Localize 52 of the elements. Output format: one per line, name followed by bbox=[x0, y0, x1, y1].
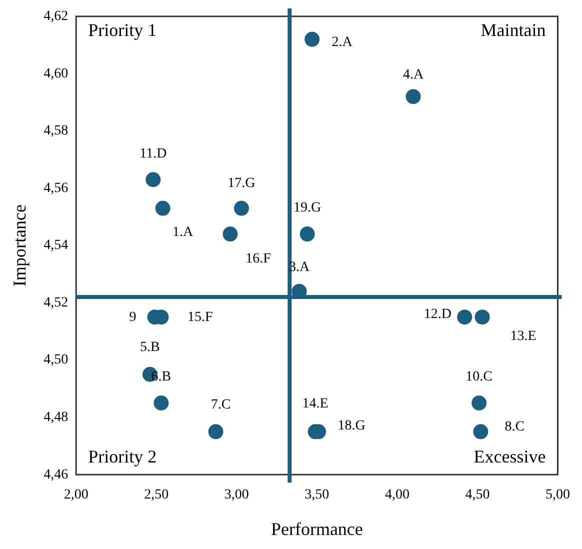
annotation: 16.F bbox=[246, 252, 272, 267]
annotation: 18.G bbox=[338, 418, 366, 434]
annotation: 13.E bbox=[510, 328, 536, 344]
annotation: 1.A bbox=[172, 224, 194, 240]
point bbox=[208, 424, 224, 440]
x-tick-label: 4,50 bbox=[465, 488, 490, 503]
y-tick-label: 4,48 bbox=[44, 410, 68, 425]
point bbox=[457, 310, 472, 325]
annotation: Maintain bbox=[480, 20, 546, 40]
annotation: 4.A bbox=[402, 67, 424, 82]
y-tick-label: 4,46 bbox=[44, 467, 68, 482]
x-axis-title: Performance bbox=[270, 518, 363, 539]
x-tick-label: 2,50 bbox=[144, 488, 169, 503]
annotation: 8.C bbox=[504, 419, 525, 434]
point bbox=[472, 396, 487, 411]
point bbox=[473, 424, 488, 440]
point bbox=[474, 310, 490, 325]
annotation: 11.D bbox=[140, 146, 167, 162]
annotation: 19.G bbox=[293, 200, 322, 216]
x-tick-label: 4,00 bbox=[384, 488, 410, 503]
point bbox=[146, 172, 161, 188]
y-tick-label: 4,54 bbox=[44, 238, 68, 254]
annotation: 10.C bbox=[466, 370, 492, 385]
x-tick-label: 3,00 bbox=[224, 488, 249, 503]
annotation: 2.A bbox=[332, 34, 354, 50]
annotation: 14.E bbox=[302, 396, 328, 412]
annotation: 5.B bbox=[140, 340, 160, 356]
point bbox=[406, 89, 421, 104]
annotation: 15.F bbox=[188, 310, 214, 325]
point bbox=[234, 200, 249, 216]
annotation: 17.G bbox=[228, 176, 256, 191]
y-tick-label: 4,62 bbox=[44, 9, 68, 24]
point bbox=[304, 32, 320, 47]
point bbox=[154, 396, 169, 411]
annotation: 7.C bbox=[210, 397, 231, 412]
x-tick-label: 3,50 bbox=[304, 488, 330, 503]
annotation: 12.D bbox=[424, 306, 452, 322]
annotation: Priority 2 bbox=[88, 446, 157, 466]
point bbox=[222, 226, 238, 242]
annotation: Priority 1 bbox=[88, 20, 157, 40]
x-tick-label: 2,00 bbox=[64, 488, 88, 503]
y-tick-label: 4,56 bbox=[44, 180, 68, 196]
y-tick-label: 4,52 bbox=[44, 295, 68, 310]
annotation: Excessive bbox=[474, 446, 546, 466]
annotation: 9 bbox=[129, 310, 136, 325]
y-tick-label: 4,58 bbox=[44, 124, 68, 139]
y-tick-label: 4,60 bbox=[44, 66, 68, 82]
point bbox=[155, 200, 170, 216]
x-tick-label: 5,00 bbox=[546, 488, 570, 503]
y-axis-title: Importance bbox=[10, 204, 30, 286]
point bbox=[300, 226, 315, 242]
y-tick-label: 4,50 bbox=[44, 352, 68, 368]
